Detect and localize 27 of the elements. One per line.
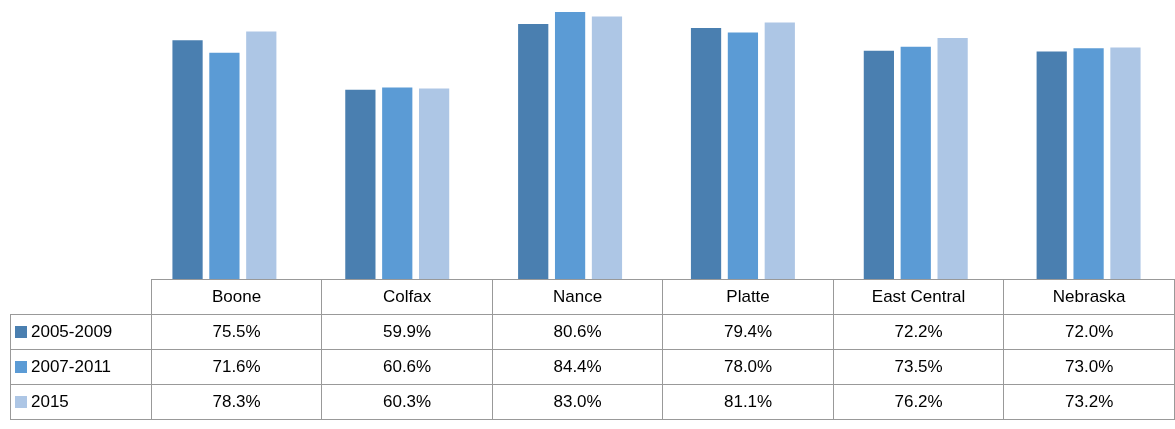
data-label: 84.4%: [492, 349, 663, 385]
data-label: 73.5%: [833, 349, 1004, 385]
data-label: 78.0%: [662, 349, 834, 385]
data-label: 72.2%: [833, 314, 1004, 350]
x-tick-label: Nance: [492, 279, 663, 315]
data-label: 76.2%: [833, 384, 1004, 420]
data-label: 83.0%: [492, 384, 663, 420]
data-label: 78.3%: [151, 384, 322, 420]
data-label: 80.6%: [492, 314, 663, 350]
x-tick-label: Nebraska: [1003, 279, 1175, 315]
data-label: 72.0%: [1003, 314, 1175, 350]
legend-label: 2015: [31, 392, 69, 411]
data-label: 75.5%: [151, 314, 322, 350]
data-label: 81.1%: [662, 384, 834, 420]
data-label: 71.6%: [151, 349, 322, 385]
x-tick-label: East Central: [833, 279, 1004, 315]
data-label: 59.9%: [321, 314, 493, 350]
legend-label: 2005-2009: [31, 322, 113, 341]
x-tick-label: Colfax: [321, 279, 493, 315]
data-label: 60.3%: [321, 384, 493, 420]
data-label: 60.6%: [321, 349, 493, 385]
legend-label: 2007-2011: [31, 357, 112, 376]
data-label: 79.4%: [662, 314, 834, 350]
data-label: 73.2%: [1003, 384, 1175, 420]
x-tick-label: Boone: [151, 279, 322, 315]
x-tick-label: Platte: [662, 279, 834, 315]
data-label: 73.0%: [1003, 349, 1175, 385]
